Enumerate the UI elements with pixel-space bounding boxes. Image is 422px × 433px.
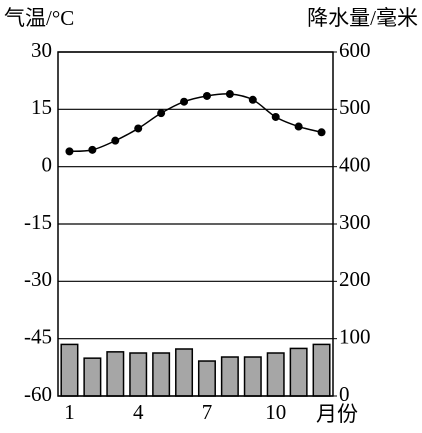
point	[157, 109, 166, 118]
bar	[266, 352, 285, 397]
point	[248, 95, 257, 104]
point	[317, 128, 326, 137]
y2-tick-label: 0	[339, 382, 350, 406]
point	[88, 145, 97, 154]
y2-tick-label: 300	[339, 210, 371, 234]
x-tick-label: 10	[265, 400, 286, 424]
y-tick-label: -15	[24, 210, 52, 234]
point	[271, 112, 280, 121]
bar	[152, 352, 171, 397]
bar	[289, 347, 308, 397]
y2-axis-label: 降水量/毫米	[307, 6, 418, 30]
bar	[60, 343, 79, 397]
point	[111, 136, 120, 145]
y2-tick-label: 500	[339, 95, 371, 119]
bar	[312, 343, 331, 397]
bar	[106, 351, 125, 397]
y2-tick-label: 600	[339, 38, 371, 62]
x-tick-label: 4	[133, 400, 144, 424]
point	[202, 91, 211, 100]
point	[294, 122, 303, 131]
bar	[243, 356, 262, 397]
x-tick-label: 1	[64, 400, 75, 424]
y2-tick-label: 200	[339, 267, 371, 291]
line	[69, 93, 322, 153]
y2-tick-label: 100	[339, 324, 371, 348]
bar	[129, 352, 148, 397]
bar	[83, 357, 102, 397]
bar	[220, 356, 239, 397]
y-tick-label: 0	[42, 152, 53, 176]
y-tick-label: -60	[24, 382, 52, 406]
point	[180, 97, 189, 106]
y-axis-label: 气温/°C	[4, 6, 74, 30]
y-tick-label: 30	[31, 38, 52, 62]
x-tick-label: 7	[202, 400, 213, 424]
x-axis-label: 月份	[316, 402, 358, 426]
bar	[197, 360, 216, 397]
point	[134, 124, 143, 133]
y-tick-label: -30	[24, 267, 52, 291]
plot-frame	[57, 51, 334, 397]
bar	[175, 348, 194, 397]
point	[65, 147, 74, 156]
point	[225, 90, 234, 99]
y-tick-label: 15	[31, 95, 52, 119]
y2-tick-label: 400	[339, 152, 371, 176]
y-tick-label: -45	[24, 324, 52, 348]
